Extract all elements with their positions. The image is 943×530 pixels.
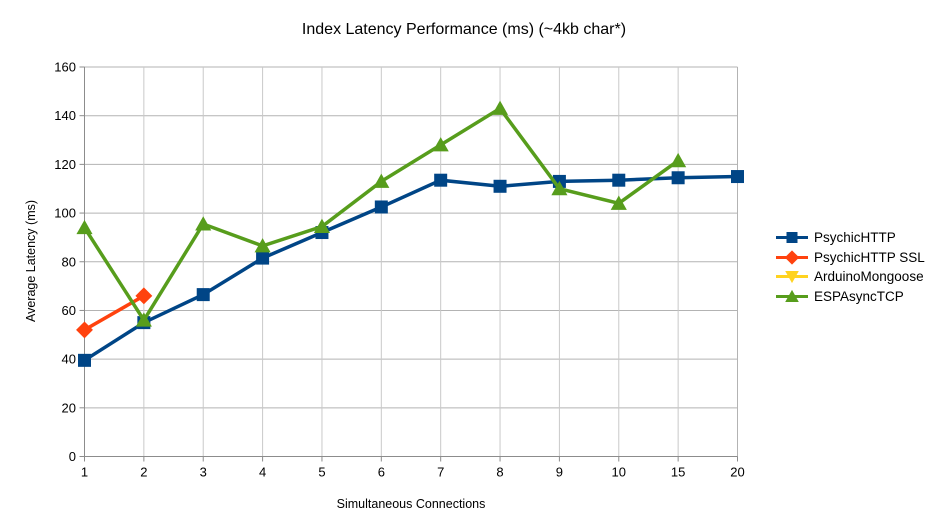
- square-marker-glyph: [786, 232, 798, 243]
- series-espasynctcp-point-marker: [195, 216, 212, 231]
- triangle-up-marker-glyph: [785, 289, 799, 302]
- triangle-down-marker-icon: [776, 271, 808, 284]
- series-espasynctcp-point-marker: [670, 152, 687, 168]
- x-tick-label: 3: [200, 465, 207, 480]
- x-tick-label: 9: [556, 465, 563, 480]
- series-psychichttp-ssl-line: [83, 294, 145, 332]
- y-tick-label: 40: [62, 352, 76, 367]
- chart-title: Index Latency Performance (ms) (~4kb cha…: [301, 21, 627, 38]
- x-tick-label: 8: [496, 465, 503, 480]
- diamond-marker-icon: [776, 249, 808, 265]
- legend-item-espasynctcp: ESPAsyncTCP: [775, 289, 925, 304]
- x-tick-label: 15: [671, 465, 685, 480]
- series-espasynctcp-point-marker: [254, 238, 271, 253]
- series-espasynctcp-point-marker: [432, 137, 449, 152]
- series-psychichttp-ssl-point-marker: [76, 321, 93, 339]
- series-psychichttp-point-marker: [612, 173, 626, 187]
- triangle-up-marker-icon: [776, 289, 808, 302]
- legend-label: PsychicHTTP: [814, 230, 896, 245]
- series-psychichttp-point-marker: [256, 251, 270, 265]
- y-tick-label: 60: [62, 303, 76, 318]
- series-espasynctcp-point-marker: [135, 312, 152, 327]
- series-psychichttp-point-marker: [78, 353, 91, 367]
- diamond-marker-glyph: [784, 249, 800, 265]
- y-tick-label: 80: [62, 254, 76, 269]
- series-espasynctcp-point-marker: [551, 180, 568, 196]
- series-espasynctcp-point-marker: [491, 100, 509, 115]
- y-tick-label: 20: [62, 400, 76, 415]
- series-psychichttp-point-marker: [196, 288, 210, 302]
- x-tick-label: 5: [318, 465, 325, 480]
- x-tick-label: 20: [730, 465, 744, 480]
- legend-item-psychichttp-ssl: PsychicHTTP SSL: [775, 250, 925, 265]
- series-psychichttp-point-marker: [493, 179, 507, 193]
- series-espasynctcp-point-marker: [610, 195, 627, 210]
- x-axis-title: Simultaneous Connections: [336, 497, 486, 511]
- series-psychichttp-point-marker: [671, 171, 685, 185]
- legend: PsychicHTTP PsychicHTTP SSL ArduinoMongoos…: [775, 230, 925, 304]
- x-tick-label: 10: [612, 465, 626, 480]
- series-psychichttp-point-marker: [374, 200, 388, 214]
- legend-label: PsychicHTTP SSL: [814, 249, 925, 265]
- x-tick-label: 7: [437, 465, 444, 480]
- square-marker-icon: [776, 232, 808, 243]
- series-espasynctcp-point-marker: [373, 173, 390, 188]
- y-tick-label: 120: [54, 157, 76, 172]
- legend-label: ESPAsyncTCP: [814, 288, 904, 304]
- legend-item-psychichttp: PsychicHTTP: [775, 230, 925, 245]
- series-espasynctcp-point-marker: [76, 219, 93, 235]
- series-psychichttp-point-marker: [731, 170, 744, 184]
- series-psychichttp-point-marker: [434, 173, 448, 187]
- x-tick-label: 1: [81, 465, 88, 480]
- y-tick-label: 160: [54, 60, 76, 75]
- y-tick-label: 140: [54, 108, 76, 123]
- x-tick-label: 4: [259, 465, 266, 480]
- triangle-down-marker-glyph: [785, 271, 799, 284]
- series-psychichttp-ssl-point-marker: [135, 287, 153, 305]
- legend-item-arduinomongoose: ArduinoMongoose: [775, 269, 925, 284]
- legend-label: ArduinoMongoose: [814, 269, 924, 284]
- y-tick-label: 100: [54, 206, 76, 221]
- x-tick-label: 2: [140, 465, 147, 480]
- series-espasynctcp-point-marker: [313, 218, 331, 233]
- series-psychichttp-line: [83, 174, 738, 362]
- y-tick-label: 0: [69, 449, 76, 464]
- x-tick-label: 6: [378, 465, 385, 480]
